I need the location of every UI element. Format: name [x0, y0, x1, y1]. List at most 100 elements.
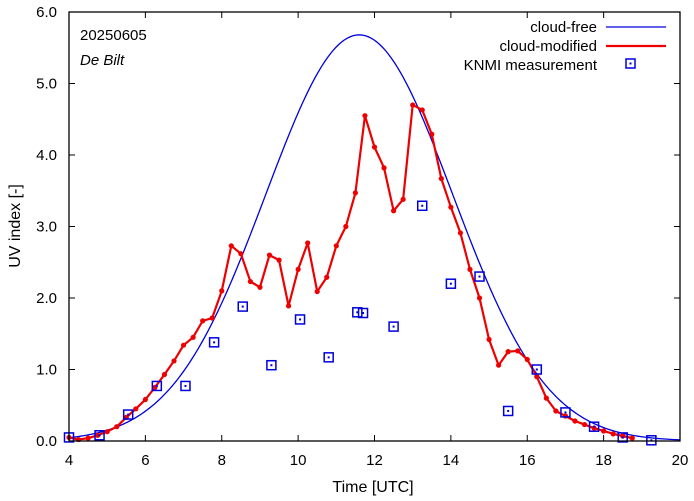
knmi-marker-square	[266, 359, 277, 371]
cloud-modified-point	[133, 406, 139, 412]
legend-swatch-knmi-dot	[629, 62, 632, 65]
legend-label-cloud-free: cloud-free	[530, 19, 597, 36]
cloud-modified-point	[505, 349, 511, 355]
knmi-measurement-point	[445, 278, 457, 289]
knmi-measurement-point	[180, 380, 191, 392]
legend-label-knmi-measurement: KNMI measurement	[464, 57, 598, 74]
cloud-modified-point	[247, 278, 253, 285]
knmi-marker-dot	[299, 318, 302, 321]
cloud-modified-point	[515, 348, 521, 354]
knmi-marker-dot	[241, 305, 244, 308]
ticks: 4 6 8 10 12 14 16 18 20 0.0 1.0 2.0 3.0 4.0 5.0 6.0	[36, 4, 688, 469]
knmi-measurement-point	[237, 301, 249, 312]
cloud-modified-point	[457, 230, 464, 236]
x-tick-label: 12	[366, 452, 383, 469]
legend-swatch-knmi-measurement	[625, 58, 636, 69]
knmi-measurement-point	[151, 380, 163, 392]
knmi-measurement-point	[122, 409, 134, 420]
knmi-marker-dot	[650, 439, 653, 442]
knmi-measurement-point	[646, 435, 657, 446]
cloud-modified-point	[219, 288, 225, 294]
plot-frame	[68, 11, 681, 442]
knmi-measurement-point	[560, 407, 571, 418]
cloud-modified-point	[85, 435, 91, 441]
cloud-modified-point	[180, 342, 187, 348]
knmi-marker-dot	[421, 204, 424, 207]
legend: cloud-free cloud-modified KNMI measureme…	[464, 19, 666, 74]
knmi-measurement-point	[588, 421, 600, 432]
knmi-marker-square	[445, 278, 457, 289]
knmi-marker-square	[474, 271, 485, 282]
knmi-marker-dot	[478, 275, 481, 278]
knmi-measurement-point	[323, 352, 334, 363]
cloud-modified-point	[467, 266, 473, 272]
y-axis-label: UV index [-]	[7, 184, 24, 268]
x-tick-label: 18	[595, 452, 612, 469]
knmi-marker-square	[208, 337, 220, 348]
cloud-modified-point	[534, 374, 540, 380]
y-tick-label: 0.0	[36, 433, 57, 450]
cloud-modified-point	[352, 190, 359, 196]
knmi-marker-square	[352, 307, 363, 318]
cloud-modified-point	[448, 204, 454, 210]
cloud-modified-point	[601, 428, 607, 434]
cloud-modified-point	[553, 408, 559, 414]
cloud-modified-point	[629, 435, 635, 441]
knmi-measurement-point	[531, 364, 543, 375]
knmi-measurement-point	[294, 314, 306, 325]
x-tick-label: 20	[672, 452, 689, 469]
cloud-modified-point	[419, 107, 425, 113]
series-cloud-free-line	[68, 34, 681, 441]
knmi-marker-square	[588, 421, 600, 432]
y-tick-label: 2.0	[36, 290, 57, 307]
knmi-marker-dot	[270, 364, 273, 367]
x-tick-label: 10	[290, 452, 307, 469]
knmi-measurement-point	[617, 432, 628, 443]
knmi-marker-square	[388, 321, 399, 332]
cloud-modified-point	[266, 252, 273, 258]
knmi-marker-dot	[507, 409, 510, 412]
knmi-marker-dot	[327, 356, 330, 359]
cloud-modified-point	[496, 362, 502, 368]
cloud-modified-point	[190, 334, 196, 340]
y-tick-label: 4.0	[36, 147, 57, 164]
cloud-modified-point	[114, 424, 120, 430]
knmi-marker-square	[180, 380, 191, 392]
x-tick-label: 4	[65, 452, 73, 469]
cloud-modified-point	[476, 295, 483, 301]
cloud-modified-point	[257, 284, 263, 290]
cloud-modified-point	[610, 431, 616, 437]
cloud-modified-point	[562, 413, 569, 419]
knmi-measurement-point	[266, 359, 277, 371]
cloud-modified-point	[371, 144, 378, 150]
knmi-measurement-point	[474, 271, 485, 282]
cloud-modified-point	[295, 266, 301, 272]
x-tick-label: 8	[218, 452, 226, 469]
knmi-marker-square	[531, 364, 543, 375]
knmi-marker-square	[237, 301, 249, 312]
knmi-marker-square	[560, 407, 571, 418]
cloud-modified-point	[524, 356, 530, 363]
knmi-marker-dot	[621, 436, 624, 439]
knmi-marker-dot	[535, 368, 538, 371]
cloud-modified-point	[486, 336, 492, 343]
series-layer	[63, 34, 681, 446]
cloud-modified-point	[95, 432, 101, 438]
knmi-measurement-point	[388, 321, 399, 332]
cloud-modified-point	[228, 243, 234, 249]
knmi-marker-square	[151, 380, 163, 392]
cloud-modified-point	[591, 425, 597, 431]
cloud-modified-point	[333, 243, 339, 249]
cloud-modified-point	[581, 421, 588, 428]
y-tick-label: 6.0	[36, 4, 57, 21]
knmi-marker-square	[94, 430, 105, 441]
knmi-marker-dot	[98, 434, 101, 437]
knmi-marker-square	[416, 200, 428, 212]
y-tick-label: 3.0	[36, 219, 57, 236]
cloud-modified-point	[161, 371, 168, 378]
knmi-marker-square	[323, 352, 334, 363]
cloud-modified-point	[171, 358, 177, 364]
cloud-modified-point	[200, 318, 206, 324]
x-tick-label: 16	[519, 452, 536, 469]
cloud-modified-point	[572, 418, 578, 424]
